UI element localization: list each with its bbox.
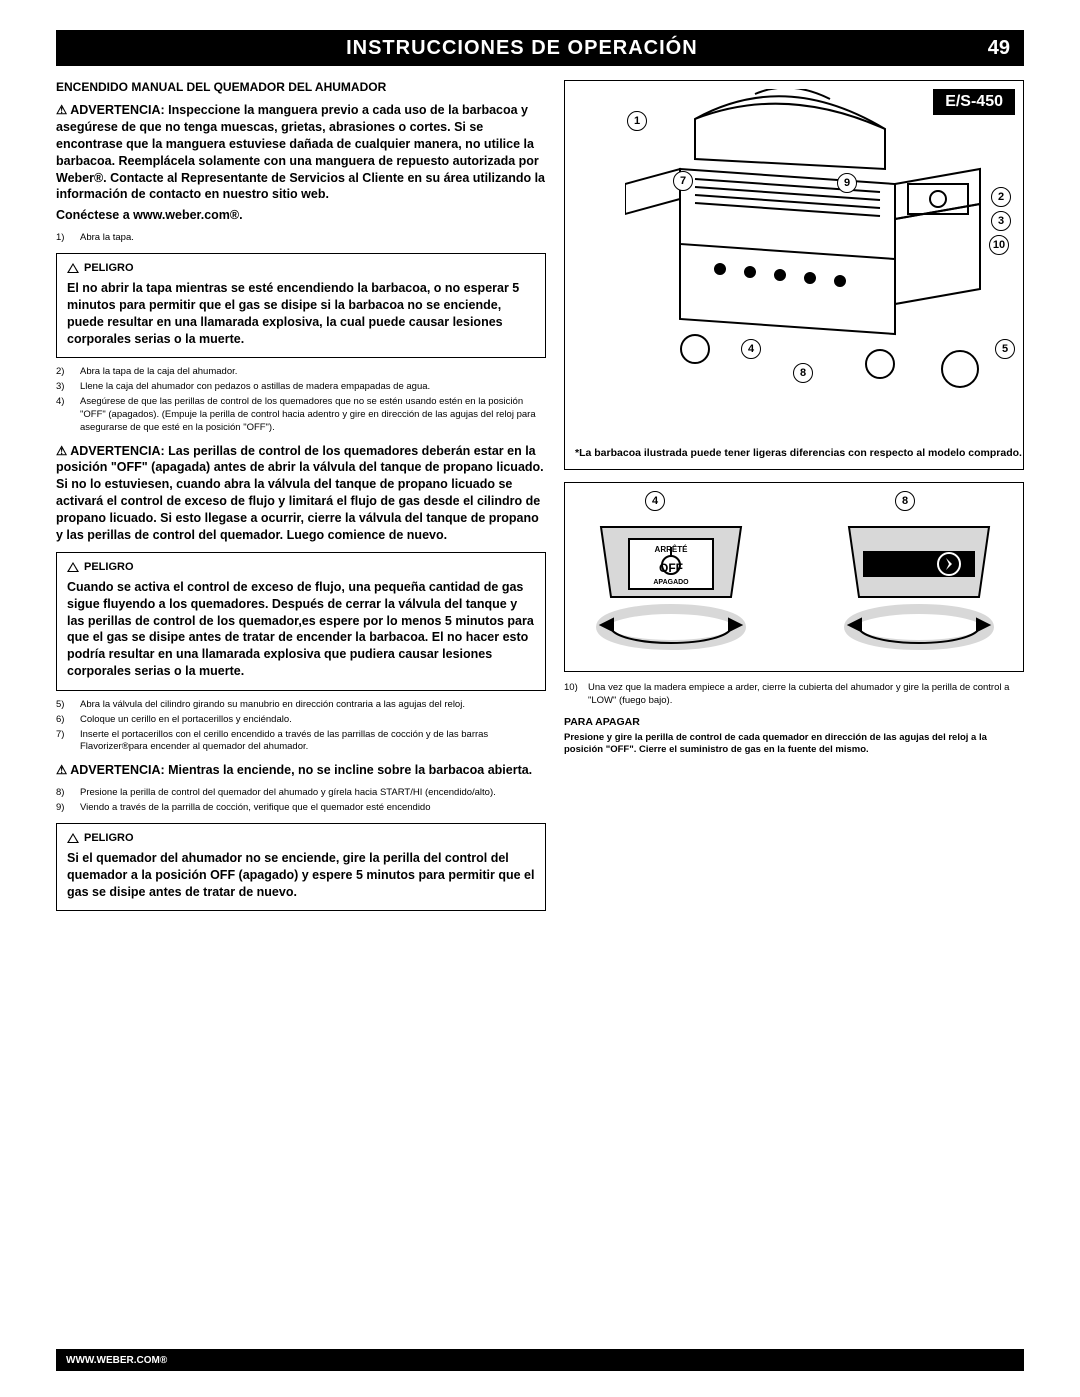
right-column: E/S-450: [564, 80, 1024, 919]
knob-arrete: ARRÊTÉ: [655, 545, 689, 554]
step-list-567: 5)Abra la válvula del cilindro girando s…: [56, 699, 546, 754]
step-10: 10)Una vez que la madera empiece a arder…: [564, 682, 1024, 708]
step-num: 1): [56, 232, 80, 245]
knob-off: OFF: [659, 561, 683, 575]
footer-text: WWW.WEBER.COM®: [66, 1355, 167, 1366]
warning-1: ⚠ ADVERTENCIA: Inspeccione la manguera p…: [56, 102, 546, 203]
step-list-89: 8)Presione la perilla de control del que…: [56, 787, 546, 815]
callout-5: 5: [995, 339, 1015, 359]
warning-3: ⚠ ADVERTENCIA: Mientras la enciende, no …: [56, 762, 546, 779]
knob-label-8: 8: [895, 491, 915, 511]
callout-10: 10: [989, 235, 1009, 255]
knob-8-illustration: [829, 517, 1009, 667]
grill-illustration: [625, 89, 995, 389]
knob-label-4: 4: [645, 491, 665, 511]
danger-label: PELIGRO: [84, 832, 134, 844]
warning-2: ⚠ ADVERTENCIA: Las perillas de control d…: [56, 443, 546, 544]
knob-4-illustration: ARRÊTÉ OFF APAGADO: [581, 517, 761, 667]
callout-2: 2: [991, 187, 1011, 207]
connect-line: Conéctese a www.weber.com®.: [56, 207, 546, 224]
danger-text: Si el quemador del ahumador no se encien…: [67, 850, 535, 901]
header-bar: INSTRUCCIONES DE OPERACIÓN 49: [56, 30, 1024, 66]
warning-icon: [67, 263, 79, 273]
grill-diagram: E/S-450: [564, 80, 1024, 470]
footer-bar: WWW.WEBER.COM®: [56, 1349, 1024, 1371]
step-text: Abra la tapa.: [80, 232, 546, 245]
diagram-caption: *La barbacoa ilustrada puede tener liger…: [575, 447, 1022, 461]
step-list-1: 1)Abra la tapa.: [56, 232, 546, 245]
warning-icon: [67, 833, 79, 843]
para-apagar-heading: PARA APAGAR: [564, 716, 1024, 728]
knobs-diagram: 4 8 ARRÊTÉ OFF AP: [564, 482, 1024, 672]
danger-box-1: PELIGRO El no abrir la tapa mientras se …: [56, 253, 546, 359]
danger-box-2: PELIGRO Cuando se activa el control de e…: [56, 552, 546, 691]
callout-3: 3: [991, 211, 1011, 231]
knob-apagado: APAGADO: [653, 579, 689, 586]
left-column: ENCENDIDO MANUAL DEL QUEMADOR DEL AHUMAD…: [56, 80, 546, 919]
callout-4: 4: [741, 339, 761, 359]
danger-text: El no abrir la tapa mientras se esté enc…: [67, 280, 535, 348]
callout-9: 9: [837, 173, 857, 193]
danger-text: Cuando se activa el control de exceso de…: [67, 579, 535, 680]
danger-box-3: PELIGRO Si el quemador del ahumador no s…: [56, 823, 546, 912]
warning-icon: [67, 562, 79, 572]
para-apagar-text: Presione y gire la perilla de control de…: [564, 732, 1024, 757]
callout-7: 7: [673, 171, 693, 191]
section-heading: ENCENDIDO MANUAL DEL QUEMADOR DEL AHUMAD…: [56, 80, 546, 94]
page-number: 49: [988, 37, 1024, 60]
callout-8: 8: [793, 363, 813, 383]
callout-1: 1: [627, 111, 647, 131]
header-title: INSTRUCCIONES DE OPERACIÓN: [56, 37, 988, 60]
danger-label: PELIGRO: [84, 561, 134, 573]
step-list-234: 2)Abra la tapa de la caja del ahumador. …: [56, 366, 546, 434]
danger-label: PELIGRO: [84, 262, 134, 274]
